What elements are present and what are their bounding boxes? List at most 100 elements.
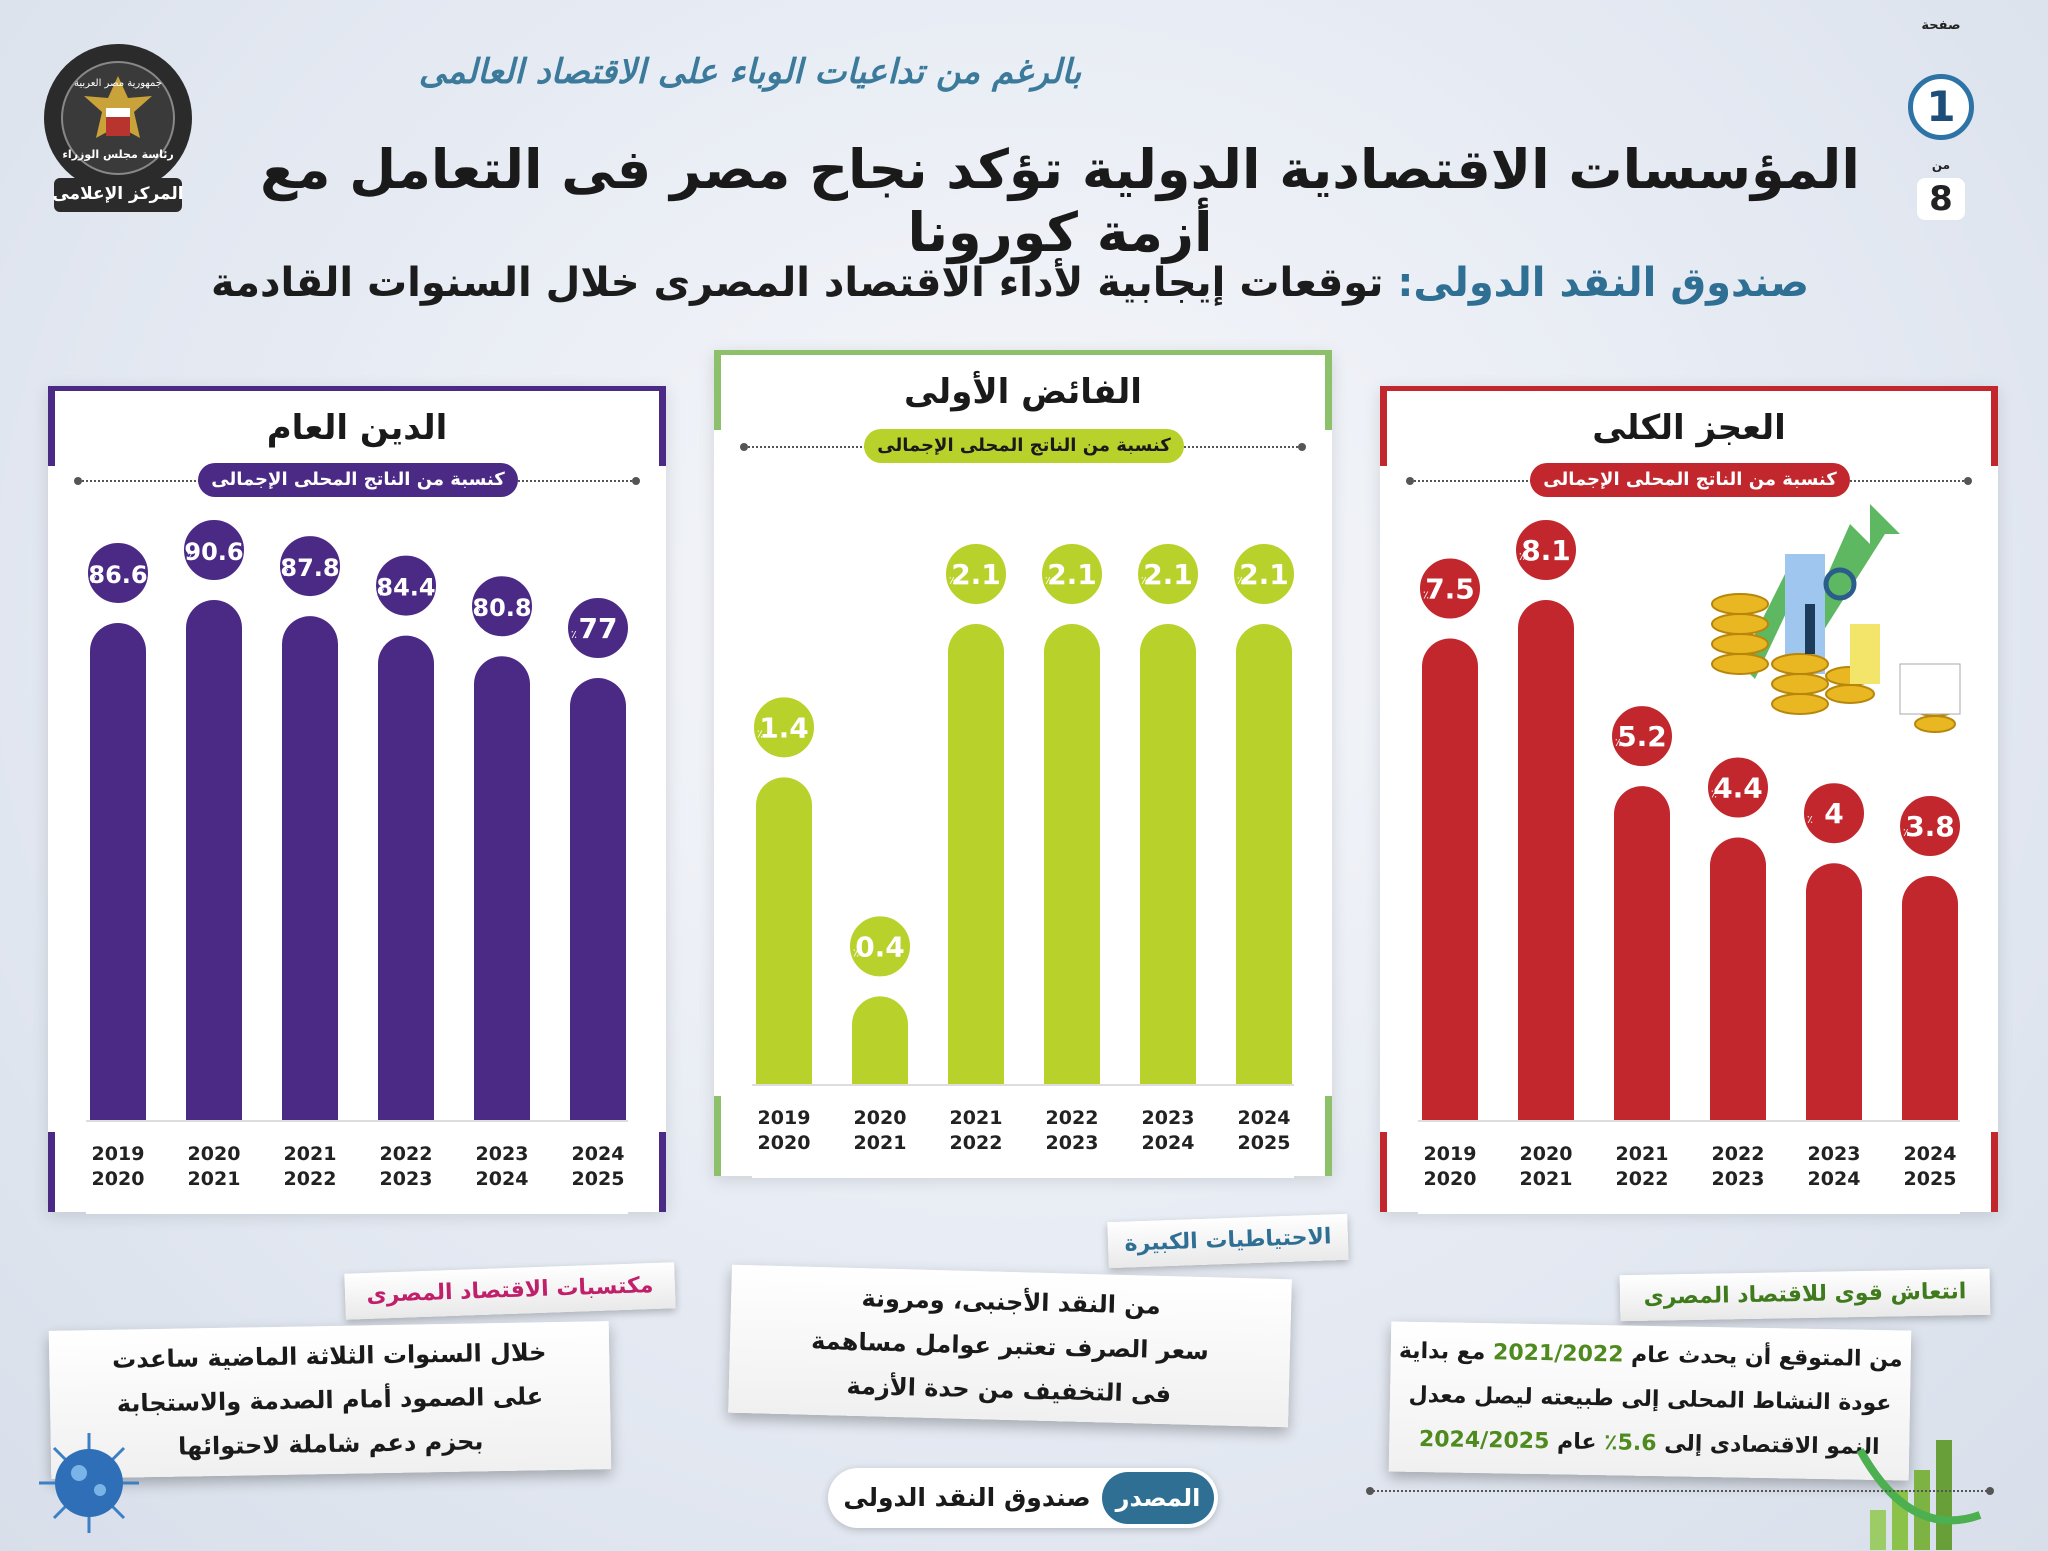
debt-bar [186,600,242,1120]
page-badge: صفحة 1 من 8 [1905,8,1977,223]
debt-unit-label: ٪ [283,566,289,579]
deficit-title: العجز الكلى [1592,408,1786,448]
deficit-x-tick-label: 2024 2025 [1903,1143,1957,1190]
reserves-header: الاحتياطيات الكبيرة [1107,1213,1349,1269]
surplus-value-label: 2.1 [951,558,1001,591]
debt-unit-label: ٪ [91,573,97,586]
deficit-unit-label: ٪ [1807,813,1813,826]
debt-unit-label: ٪ [571,628,577,641]
deficit-panel: العجز الكلى كنسبة من الناتج المحلى الإجم… [1380,386,1998,1214]
surplus-value-bubble [1038,540,1106,608]
deficit-unit-label: ٪ [1711,788,1717,801]
deficit-value-label: 4.4 [1713,772,1763,805]
debt-value-label: 80.8 [472,594,531,622]
deficit-x-axis: 2019 2020 2020 2021 2021 2022 2022 2023 2023 2024… [1418,1142,1960,1202]
surplus-unit-label: ٪ [853,946,859,959]
deficit-value-label: 8.1 [1521,534,1571,567]
debt-bar [378,635,435,1120]
page-total: 8 [1917,178,1965,220]
debt-x-tick-label: 2023 2024 [475,1143,529,1190]
debt-value-bubble [564,594,632,663]
subtitle-org: صندوق النقد الدولى: [1397,260,1810,306]
debt-x-tick-label: 2022 2023 [379,1143,433,1190]
deficit-value-bubble [1800,779,1868,848]
surplus-value-bubble [942,540,1010,608]
deficit-bar [1806,863,1862,1120]
surplus-bar [756,777,812,1084]
deficit-value-label: 7.5 [1425,573,1475,606]
page-label: صفحة [1921,18,1961,33]
logo-text-mid: رئاسة مجلس الوزراء [62,148,174,161]
debt-bar [474,656,530,1120]
deficit-x-tick-label: 2022 2023 [1711,1143,1765,1190]
recovery-line-3: النمو الاقتصادى إلى 5.6٪ عام 2024/2025 [1418,1426,1880,1461]
debt-subtitle-pill: كنسبة من الناتج المحلى الإجمالى [198,463,518,497]
page-of-label: من [1931,158,1951,172]
surplus-x-tick-label: 2024 2025 [1237,1107,1291,1154]
debt-unit-label: ٪ [187,550,193,563]
surplus-unit-label: ٪ [1141,574,1147,587]
surplus-x-tick-label: 2019 2020 [757,1107,811,1154]
surplus-x-tick-label: 2021 2022 [949,1107,1003,1154]
surplus-value-bubble [750,693,818,762]
surplus-value-label: 2.1 [1239,558,1289,591]
surplus-value-bubble [1134,540,1202,608]
subtitle-text: توقعات إيجابية لأداء الاقتصاد المصرى خلا… [210,260,1398,306]
recovery-header: انتعاش قوى للاقتصاد المصرى [1619,1268,1991,1322]
surplus-unit-label: ٪ [949,574,955,587]
surplus-value-label: 0.4 [855,930,905,963]
deficit-x-tick-label: 2020 2021 [1519,1143,1573,1190]
debt-panel: الدين العام كنسبة من الناتج المحلى الإجم… [48,386,666,1214]
deficit-value-bubble [1416,554,1484,623]
source-box: المصدر صندوق النقد الدولى [828,1468,1218,1528]
bottom-dotline [1366,1487,1994,1495]
deficit-bar [1902,876,1958,1120]
growth-bars-icon [1856,1440,1982,1550]
debt-value-label: 86.6 [88,561,147,589]
debt-value-bubble [180,516,248,584]
surplus-value-label: 2.1 [1143,558,1193,591]
debt-unit-label: ٪ [379,586,385,599]
debt-bar [90,622,146,1120]
surplus-bar [1236,624,1292,1084]
debt-value-bubble [84,538,152,607]
surplus-panel: الفائض الأولى كنسبة من الناتج المحلى الإ… [714,350,1332,1178]
surplus-value-bubble [846,912,914,981]
page-supertitle: بالرغم من تداعيات الوباء على الاقتصاد ال… [418,52,1082,92]
source-label: المصدر [1102,1472,1214,1524]
eagle-emblem-icon [44,44,192,212]
debt-value-label: 90.6 [184,538,243,566]
source-value: صندوق النقد الدولى [843,1483,1091,1512]
surplus-value-label: 2.1 [1047,558,1097,591]
surplus-x-tick-label: 2022 2023 [1045,1107,1099,1154]
debt-value-bubble [468,572,536,641]
deficit-unit-label: ٪ [1423,589,1429,602]
coins-growth-icon [1711,504,1961,733]
debt-value-bubble [276,532,344,601]
debt-bar [282,616,338,1120]
deficit-value-bubble [1608,702,1676,771]
deficit-bar [1710,837,1766,1120]
deficit-value-label: 4 [1824,797,1843,830]
debt-x-tick-label: 2024 2025 [571,1143,625,1190]
deficit-value-label: 5.2 [1617,720,1667,753]
surplus-x-tick-label: 2020 2021 [853,1107,907,1154]
surplus-bar [948,624,1004,1084]
deficit-unit-label: ٪ [1903,826,1909,839]
deficit-bar [1518,600,1574,1120]
deficit-value-label: 3.8 [1905,810,1955,843]
surplus-bar [1044,624,1100,1084]
recovery-body: من المتوقع أن يحدث عام 2021/2022 مع بداي… [1388,1321,1912,1481]
deficit-unit-label: ٪ [1519,550,1525,563]
page-subtitle: صندوق النقد الدولى: توقعات إيجابية لأداء… [200,260,1820,306]
deficit-value-bubble [1704,753,1772,822]
debt-value-label: 87.8 [280,554,339,582]
surplus-x-tick-label: 2023 2024 [1141,1107,1195,1154]
page-title: المؤسسات الاقتصادية الدولية تؤكد نجاح مص… [260,138,1860,264]
logo-caption: المركز الإعلامى [52,184,184,204]
debt-value-bubble [372,551,440,620]
deficit-x-tick-label: 2021 2022 [1615,1143,1669,1190]
surplus-value-label: 1.4 [759,711,809,744]
logo-text-top: جمهورية مصر العربية [74,78,162,89]
